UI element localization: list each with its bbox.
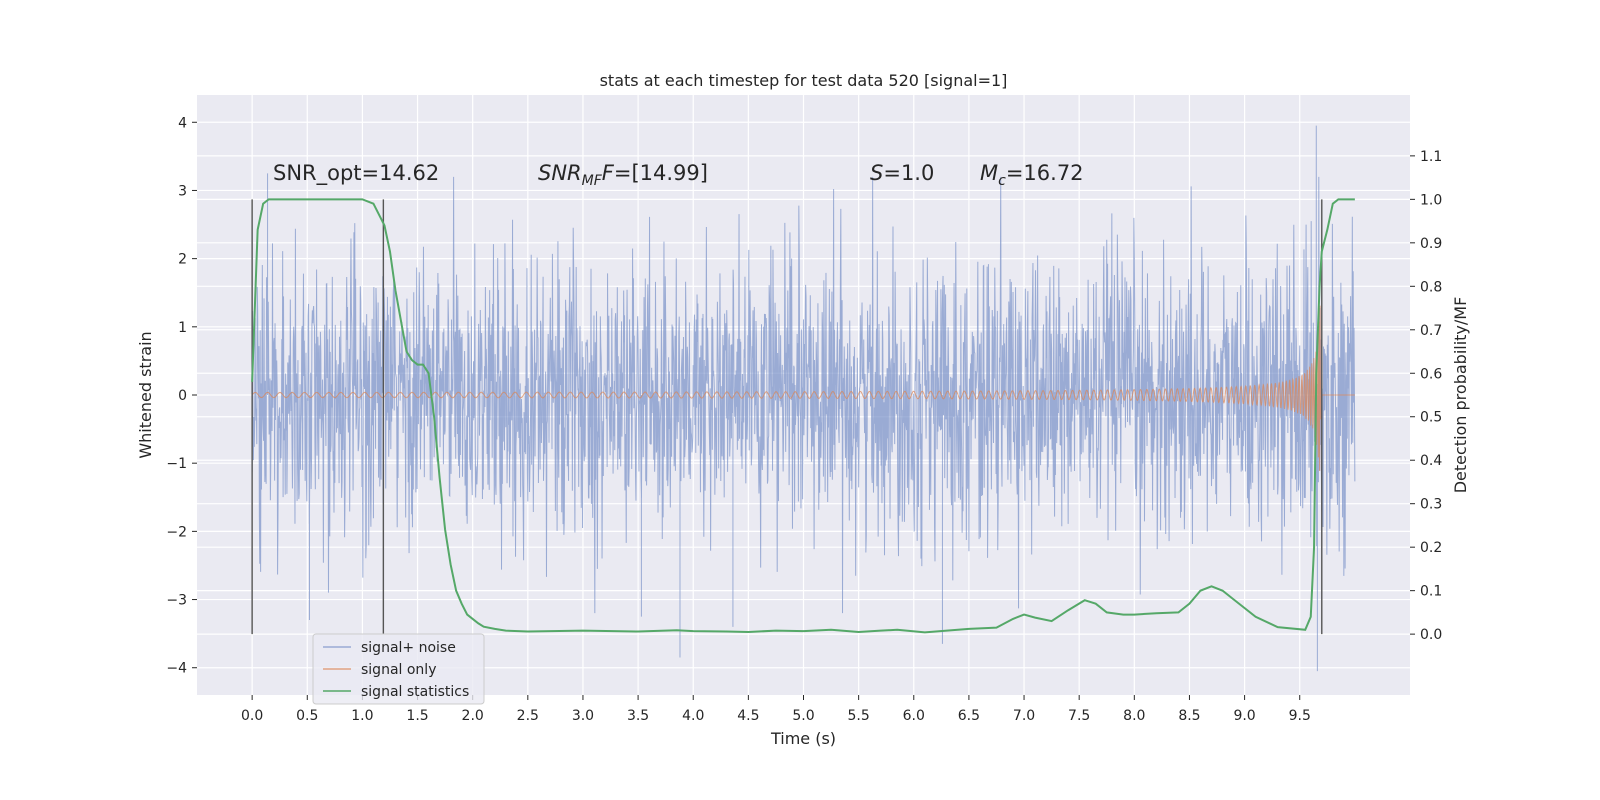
y-tick-label: −2 xyxy=(166,524,187,540)
x-tick-label: 9.0 xyxy=(1233,708,1255,724)
y-tick-label: 3 xyxy=(178,183,187,199)
y2-tick-label: 0.4 xyxy=(1420,453,1442,469)
x-tick-label: 2.5 xyxy=(517,708,539,724)
x-tick-label: 5.5 xyxy=(848,708,870,724)
x-tick-label: 8.0 xyxy=(1123,708,1145,724)
y2-tick-label: 0.3 xyxy=(1420,497,1442,513)
y-tick-label: 2 xyxy=(178,252,187,268)
chart-title: stats at each timestep for test data 520… xyxy=(600,71,1008,90)
annotations: SNR_opt=14.62 SNRMFF=[14.99] S=1.0 Mc=16… xyxy=(273,161,1084,189)
annotation-snr-mf-label: SNR xyxy=(538,161,582,185)
legend: signal+ noise signal only signal statist… xyxy=(312,633,485,705)
y-tick-label: −3 xyxy=(166,593,187,609)
x-axis-label: Time (s) xyxy=(770,729,836,748)
x-tick-label: 7.0 xyxy=(1013,708,1035,724)
y-tick-label: −4 xyxy=(166,661,187,677)
x-tick-label: 6.5 xyxy=(958,708,980,724)
y2-tick-label: 0.2 xyxy=(1420,540,1442,556)
annotation-snr-opt: SNR_opt=14.62 xyxy=(273,161,439,186)
annotation-s-label: S xyxy=(870,161,883,185)
annotation-snr-mf-value: =[14.99] xyxy=(614,161,708,185)
x-tick-label: 3.0 xyxy=(572,708,594,724)
series-signal-statistics-line xyxy=(251,198,1355,634)
series-signal-only-line xyxy=(251,305,1355,472)
x-tick-label: 3.5 xyxy=(627,708,649,724)
y-axis-label: Whitened strain xyxy=(136,331,155,458)
y2-tick-label: 0.8 xyxy=(1420,279,1442,295)
annotation-snr-mf: SNRMFF=[14.99] xyxy=(538,161,708,189)
annotation-snr-mf-f: F xyxy=(602,161,615,185)
annotation-s: S=1.0 xyxy=(870,161,934,185)
x-tick-label: 0.5 xyxy=(296,708,318,724)
x-tick-label: 4.0 xyxy=(682,708,704,724)
x-tick-label: 1.0 xyxy=(351,708,373,724)
y2-tick-label: 0.9 xyxy=(1420,236,1442,252)
annotation-s-value: =1.0 xyxy=(883,161,934,185)
y2-tick-label: 1.1 xyxy=(1420,149,1442,165)
annotation-mc: Mc=16.72 xyxy=(980,161,1084,189)
legend-label-signal-only: signal only xyxy=(361,662,436,678)
series-signal-noise-line xyxy=(251,125,1356,672)
annotation-snr-mf-sub: MF xyxy=(582,173,603,189)
annotation-mc-label: M xyxy=(980,161,998,185)
y2-tick-label: 0.0 xyxy=(1420,627,1442,643)
y2-tick-label: 1.0 xyxy=(1420,192,1442,208)
x-tick-label: 0.0 xyxy=(241,708,263,724)
annotation-mc-sub: c xyxy=(998,173,1006,189)
x-tick-label: 7.5 xyxy=(1068,708,1090,724)
y2-tick-label: 0.5 xyxy=(1420,410,1442,426)
x-tick-label: 8.5 xyxy=(1178,708,1200,724)
y2-tick-label: 0.7 xyxy=(1420,323,1442,339)
x-tick-label: 2.0 xyxy=(462,708,484,724)
y-tick-label: 1 xyxy=(178,320,187,336)
x-tick-label: 9.5 xyxy=(1289,708,1311,724)
annotation-mc-value: =16.72 xyxy=(1006,161,1084,185)
y2-axis-label: Detection probability/MF xyxy=(1451,297,1470,494)
x-tick-label: 6.0 xyxy=(903,708,925,724)
legend-label-signal-statistics: signal statistics xyxy=(361,684,469,700)
x-tick-label: 5.0 xyxy=(792,708,814,724)
plot-area xyxy=(251,125,1356,672)
y-tick-label: −1 xyxy=(166,456,187,472)
y-tick-label: 0 xyxy=(178,388,187,404)
legend-box xyxy=(312,633,485,705)
axes: 0.0 0.5 1.0 1.5 2.0 2.5 3.0 3.5 4.0 4.5 5.0 5.5 6.0 6… xyxy=(166,115,1442,724)
y-tick-label: 4 xyxy=(178,115,187,131)
x-tick-label: 1.5 xyxy=(406,708,428,724)
y2-tick-label: 0.1 xyxy=(1420,584,1442,600)
x-tick-label: 4.5 xyxy=(737,708,759,724)
y2-tick-label: 0.6 xyxy=(1420,366,1442,382)
legend-label-signal-noise: signal+ noise xyxy=(361,640,456,656)
